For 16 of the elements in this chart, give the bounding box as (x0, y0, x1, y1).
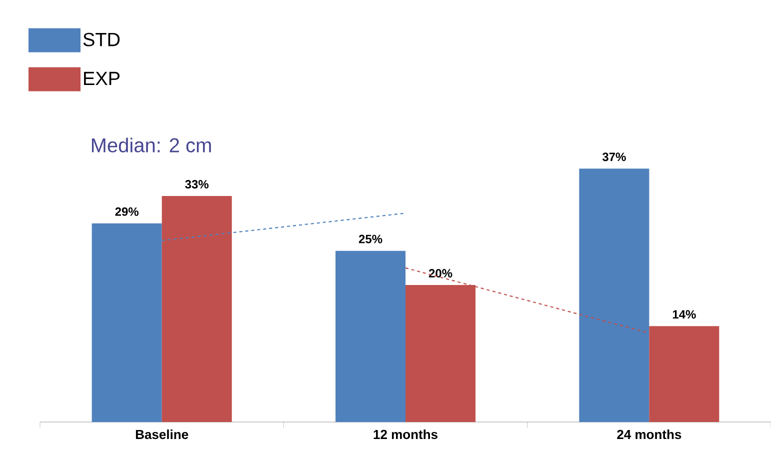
bar (162, 196, 232, 422)
bar (649, 326, 720, 422)
data-label: 20% (428, 269, 452, 278)
bar (579, 168, 650, 422)
legend-label: STD (83, 32, 120, 46)
x-tick-label: Baseline (136, 430, 188, 440)
data-label: 29% (115, 207, 139, 216)
data-label: 14% (672, 310, 696, 319)
data-label: 25% (358, 234, 382, 244)
x-tick-label: 12 months (374, 430, 438, 440)
legend-label: EXP (84, 72, 120, 85)
text: Median: 2 cm (92, 138, 211, 152)
bar (336, 250, 406, 422)
data-label: 37% (602, 152, 626, 162)
x-tick-label: 24 months (617, 430, 682, 440)
data-label: 33% (185, 180, 209, 189)
